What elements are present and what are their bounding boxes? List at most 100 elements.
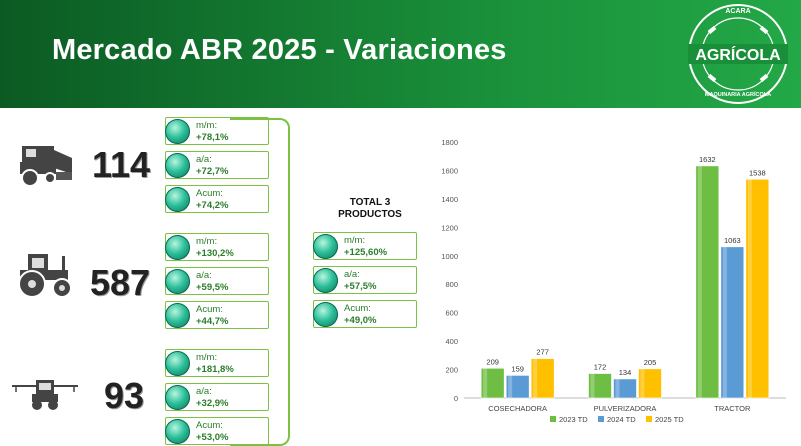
chip-value: +74,2% (196, 200, 229, 211)
y-tick-label: 1800 (441, 138, 458, 147)
y-tick-label: 1200 (441, 223, 458, 232)
y-tick-label: 600 (445, 309, 458, 318)
data-label: 1063 (724, 236, 741, 245)
sprayer-units: 93 (104, 375, 145, 416)
total-title: TOTAL 3 PRODUCTOS (320, 197, 420, 221)
total-title-line1: TOTAL 3 (349, 197, 391, 208)
chip-value: +72,7% (196, 166, 229, 177)
total-title-line2: PRODUCTOS (338, 209, 402, 220)
chip-label: a/a: (196, 386, 212, 397)
mesh-ball-icon (165, 187, 190, 212)
mesh-ball-icon (165, 119, 190, 144)
data-label: 205 (644, 358, 657, 367)
bar-highlight (483, 368, 488, 398)
sprayer-mm-chip: m/m: +181,8% (165, 349, 269, 377)
chip-label: m/m: (196, 236, 218, 247)
chip-label: Acum: (196, 304, 223, 315)
data-label: 172 (594, 363, 607, 372)
total-acum-chip: Acum: +49,0% (313, 300, 417, 328)
bar-tractor-1 (720, 246, 745, 399)
sprayer-aa-chip: a/a: +32,9% (165, 383, 269, 411)
chip-value: +130,2% (196, 248, 234, 259)
page-title: Mercado ABR 2025 - Variaciones (52, 34, 507, 66)
bar-highlight (615, 378, 620, 398)
tractor-aa-chip: a/a: +59,5% (165, 267, 269, 295)
sprayer-acum-chip: Acum: +53,0% (165, 417, 269, 445)
bar-highlight (747, 179, 752, 398)
data-label: 134 (619, 368, 632, 377)
sprayer-icon (12, 380, 78, 410)
chip-label: m/m: (196, 352, 218, 363)
bar-highlight (533, 358, 538, 398)
y-tick-label: 800 (445, 280, 458, 289)
y-tick-label: 200 (445, 366, 458, 375)
chip-label: a/a: (344, 269, 360, 280)
chip-value: +49,0% (344, 315, 377, 326)
mesh-ball-icon (313, 302, 338, 327)
bar-tractor-0 (695, 165, 720, 399)
bar-highlight (697, 165, 702, 398)
combine-harvester-icon (20, 146, 72, 187)
tractor-mm-chip: m/m: +130,2% (165, 233, 269, 261)
y-tick-label: 1000 (441, 252, 458, 261)
group-bracket (230, 118, 290, 446)
chip-label: a/a: (196, 270, 212, 281)
bar-tractor-2 (745, 178, 770, 399)
tractor-icon (18, 254, 72, 298)
legend-label: 2025 TD (655, 415, 684, 424)
mesh-ball-icon (313, 234, 338, 259)
chip-label: m/m: (196, 120, 218, 131)
mesh-ball-icon (165, 269, 190, 294)
y-tick-label: 0 (454, 394, 458, 403)
y-tick-label: 1400 (441, 195, 458, 204)
bar-pulverizadora-1 (613, 378, 637, 399)
bar-highlight (722, 246, 727, 398)
bar-cosechadora-2 (530, 358, 555, 399)
logo-main-text: AGRÍCOLA (695, 45, 781, 64)
header-banner (0, 0, 801, 108)
total-aa-chip: a/a: +57,5% (313, 266, 417, 294)
chip-label: m/m: (344, 235, 366, 246)
chip-label: Acum: (196, 188, 223, 199)
chip-label: Acum: (344, 303, 371, 314)
data-label: 277 (536, 348, 549, 357)
bar-cosechadora-0 (480, 367, 505, 399)
category-label: TRACTOR (714, 404, 751, 413)
agricola-logo: ACARA AGRÍCOLA MAQUINARIA AGRÍCOLA (688, 4, 788, 104)
data-label: 1632 (699, 155, 716, 164)
chip-value: +57,5% (344, 281, 377, 292)
legend-swatch (646, 416, 652, 422)
bar-highlight (508, 375, 513, 398)
chip-label: a/a: (196, 154, 212, 165)
logo-top-text: ACARA (725, 8, 750, 15)
data-label: 1538 (749, 168, 766, 177)
legend-swatch (550, 416, 556, 422)
mesh-ball-icon (165, 303, 190, 328)
chip-value: +53,0% (196, 432, 229, 443)
y-tick-label: 1600 (441, 166, 458, 175)
harvester-mm-chip: m/m: +78,1% (165, 117, 269, 145)
legend-swatch (598, 416, 604, 422)
legend-label: 2024 TD (607, 415, 636, 424)
harvester-aa-chip: a/a: +72,7% (165, 151, 269, 179)
bar-cosechadora-1 (505, 375, 530, 399)
chip-value: +59,5% (196, 282, 229, 293)
total-mm-chip: m/m: +125,60% (313, 232, 417, 260)
bar-highlight (640, 368, 645, 398)
y-tick-label: 400 (445, 337, 458, 346)
mesh-ball-icon (165, 419, 190, 444)
units-bar-chart: 0 200 400 600 800 1000 1200 1400 1600 1800 209 159 2… (441, 138, 786, 424)
harvester-acum-chip: Acum: +74,2% (165, 185, 269, 213)
bar-pulverizadora-0 (588, 373, 612, 399)
chip-value: +125,60% (344, 247, 388, 258)
tractor-units: 587 (90, 262, 151, 303)
bar-highlight (590, 373, 595, 398)
logo-bottom-text: MAQUINARIA AGRÍCOLA (705, 90, 771, 98)
legend-label: 2023 TD (559, 415, 588, 424)
chip-label: Acum: (196, 420, 223, 431)
mesh-ball-icon (313, 268, 338, 293)
bar-pulverizadora-2 (638, 368, 662, 399)
chip-value: +181,8% (196, 364, 234, 375)
chip-value: +44,7% (196, 316, 229, 327)
chip-value: +78,1% (196, 132, 229, 143)
